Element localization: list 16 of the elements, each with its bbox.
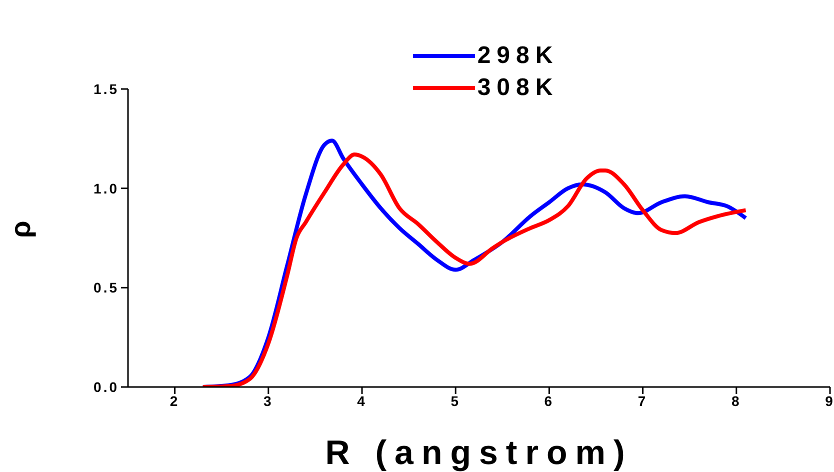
y-axis-title: ρ [4,220,36,238]
y-tick-label: 0.0 [94,378,119,395]
x-tick-label: 5 [450,392,460,409]
y-tick-label: 1.0 [94,180,119,196]
x-axis-title: R (angstrom) [325,434,633,472]
x-tick-label: 6 [544,392,554,409]
x-tick-label: 8 [732,392,742,409]
x-tick-label: 3 [264,392,274,409]
x-tick-label: 2 [170,392,180,409]
y-tick-label: 0.5 [94,280,119,296]
x-tick-label: 9 [825,392,834,409]
y-tick-label: 1.5 [94,80,119,97]
x-tick-label: 4 [357,392,367,409]
legend-label: 298K [477,42,559,70]
x-tick-label: 7 [638,392,648,409]
legend-label: 308K [477,74,559,102]
